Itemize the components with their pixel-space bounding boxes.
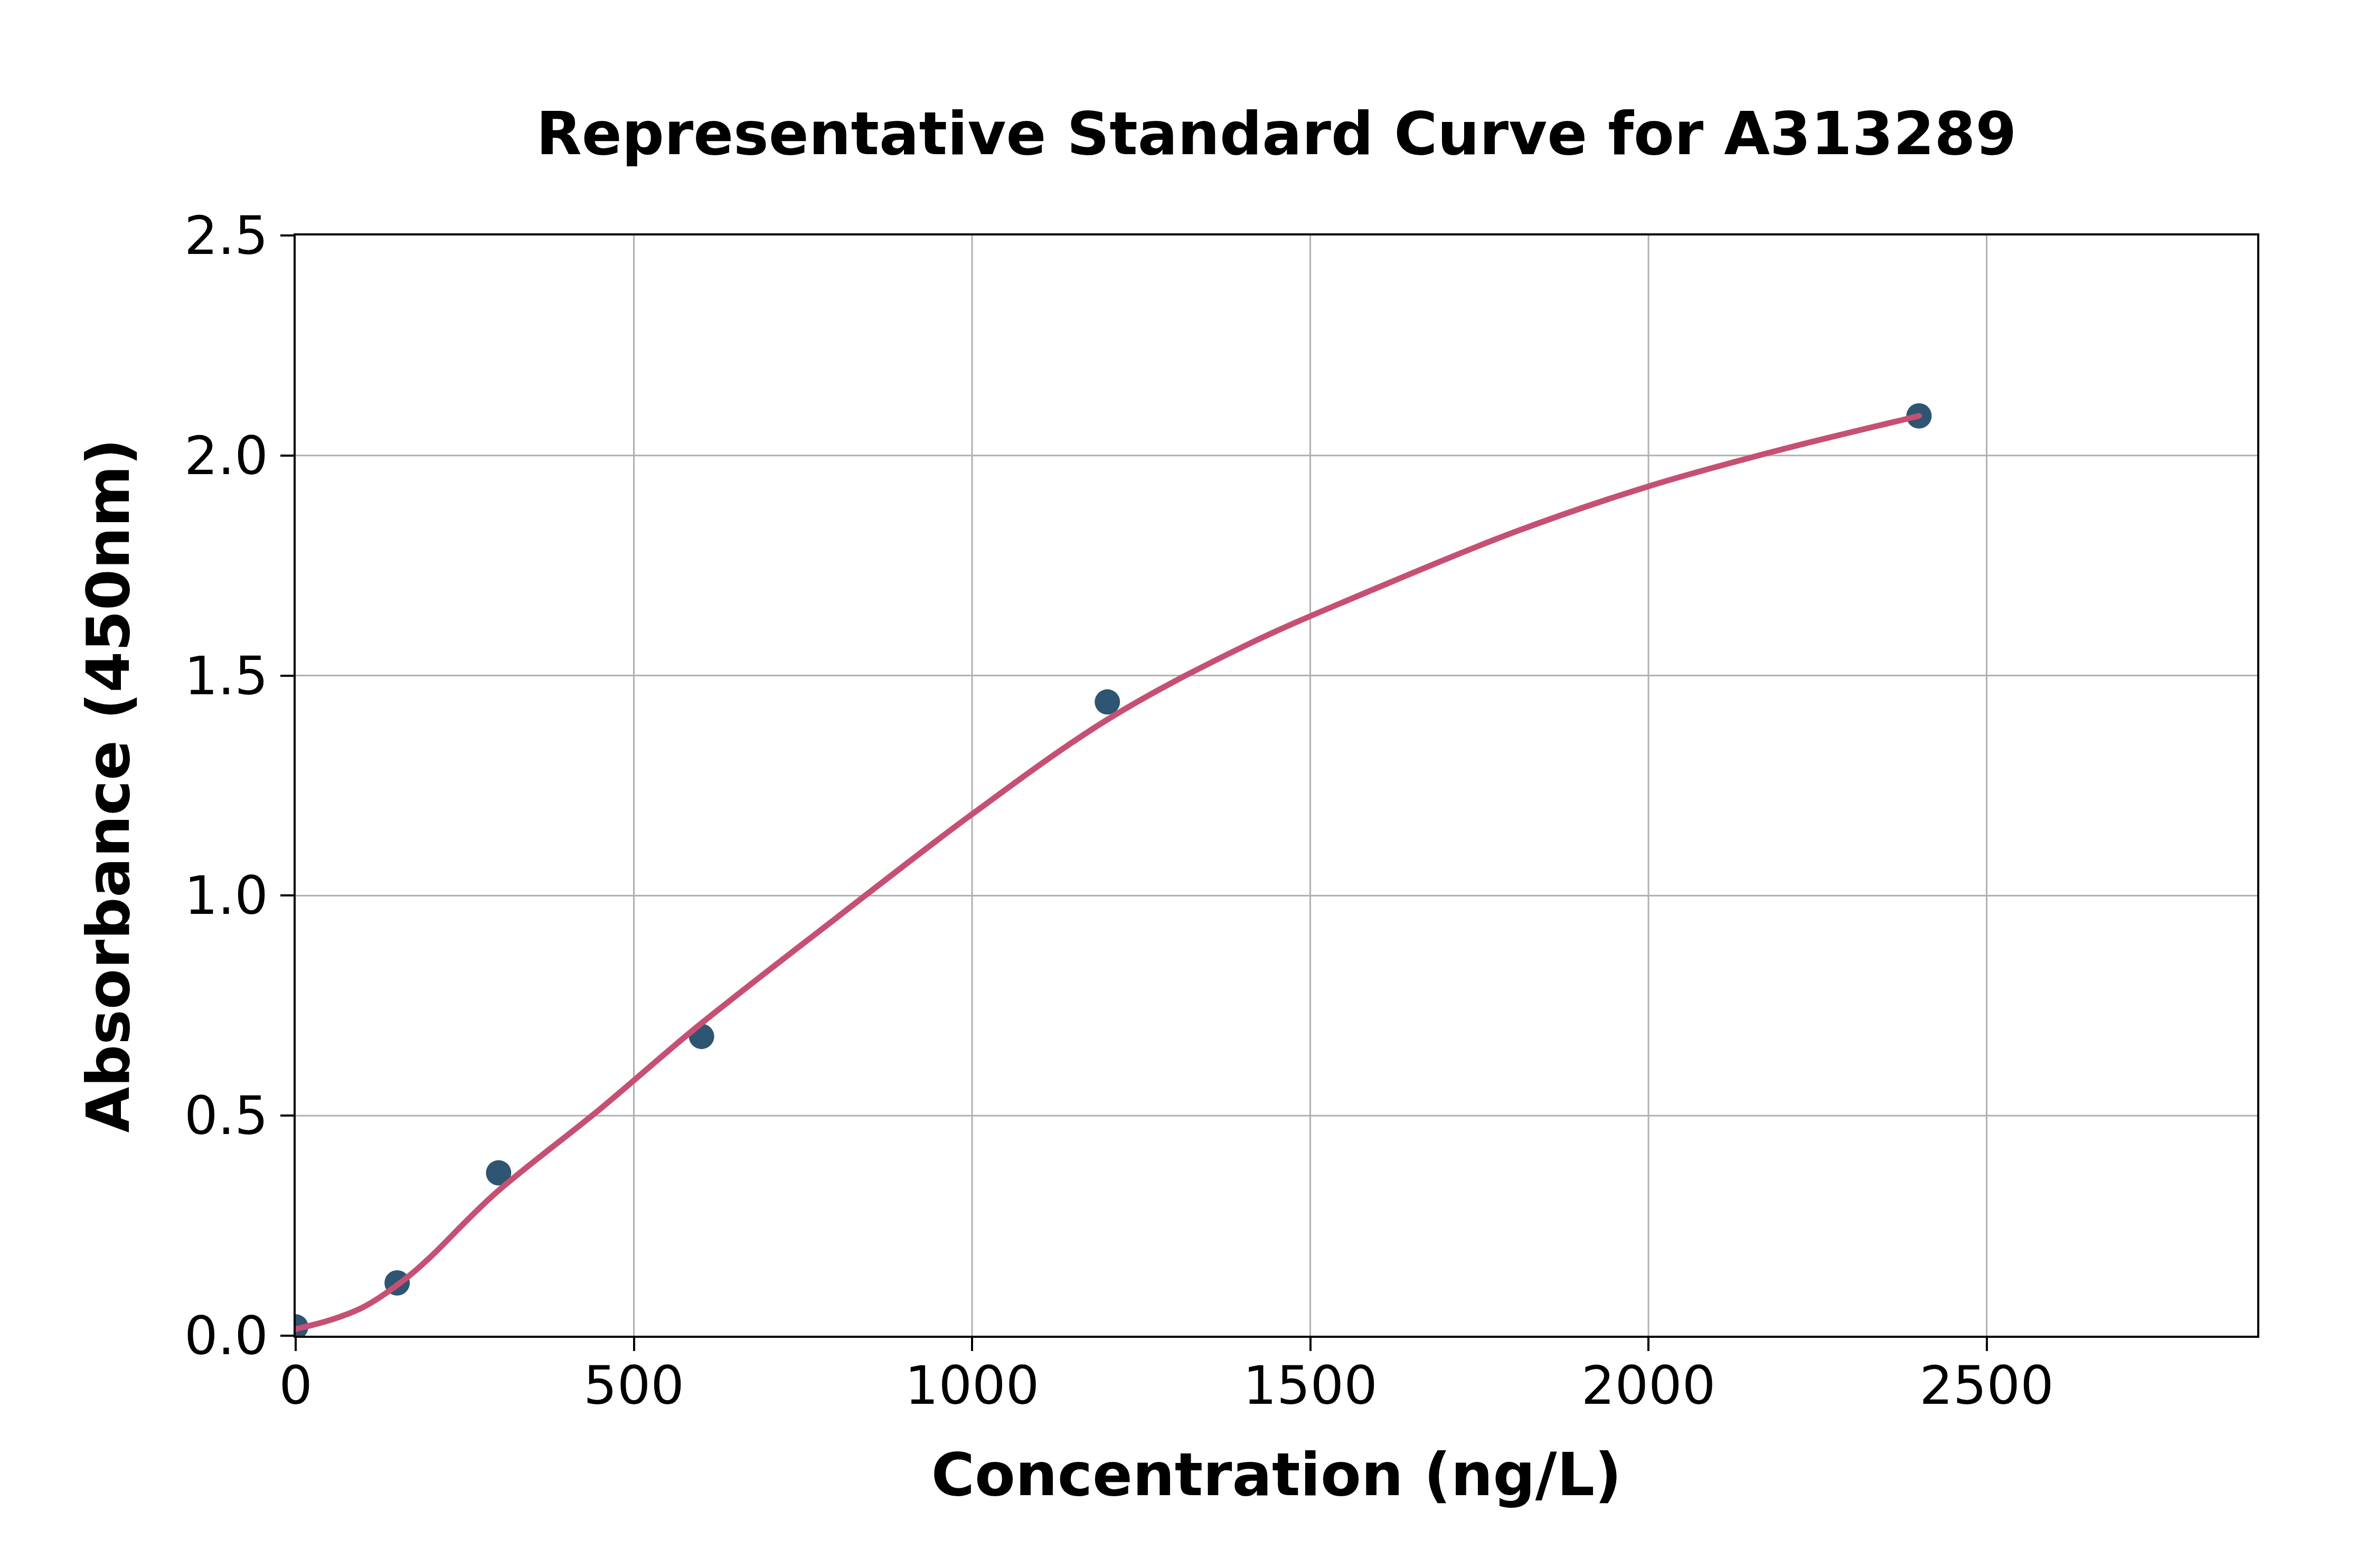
fit-curve <box>296 416 1919 1329</box>
x-tick-label: 0 <box>279 1355 313 1416</box>
y-tick-mark <box>280 234 294 237</box>
x-tick-mark <box>1647 1338 1649 1351</box>
x-tick-label: 2000 <box>1581 1355 1716 1416</box>
x-tick-label: 1000 <box>905 1355 1040 1416</box>
y-tick-mark <box>280 1335 294 1337</box>
x-tick-mark <box>1986 1338 1988 1351</box>
y-tick-label: 1.0 <box>0 865 268 927</box>
x-axis-label: Concentration (ng/L) <box>296 1440 2257 1509</box>
plot-area <box>296 235 2257 1336</box>
y-tick-label: 0.0 <box>0 1305 268 1367</box>
y-axis-label: Absorbance (450nm) <box>74 438 143 1132</box>
chart-title: Representative Standard Curve for A31328… <box>296 99 2257 168</box>
standard-curve-figure: Representative Standard Curve for A31328… <box>0 0 2376 1568</box>
y-tick-mark <box>280 455 294 457</box>
y-tick-label: 0.5 <box>0 1085 268 1147</box>
y-tick-label: 2.5 <box>0 205 268 267</box>
y-tick-mark <box>280 1114 294 1117</box>
x-tick-mark <box>633 1338 635 1351</box>
x-tick-label: 1500 <box>1243 1355 1378 1416</box>
y-tick-mark <box>280 894 294 896</box>
x-tick-label: 500 <box>583 1355 684 1416</box>
x-tick-label: 2500 <box>1919 1355 2054 1416</box>
y-tick-label: 2.0 <box>0 424 268 486</box>
y-tick-label: 1.5 <box>0 645 268 706</box>
x-tick-mark <box>1309 1338 1312 1351</box>
x-tick-mark <box>971 1338 973 1351</box>
y-tick-mark <box>280 675 294 677</box>
x-tick-mark <box>295 1338 297 1351</box>
